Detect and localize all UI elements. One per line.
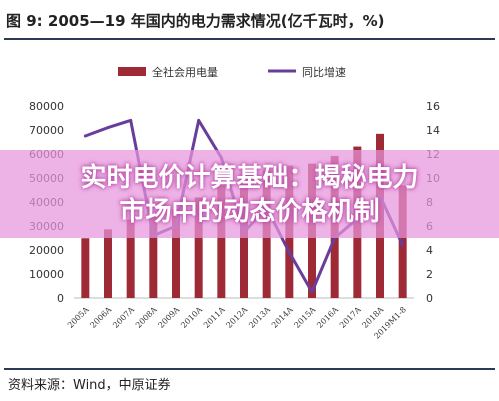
x-tick-label: 2005A [66,305,91,330]
bar [240,178,248,298]
bar [126,219,135,298]
legend-swatch-bar [118,67,146,76]
legend-label-line: 同比增速 [302,65,346,79]
x-tick-label: 2016A [315,305,340,330]
banner-line-2: 市场中的动态价格机制 [119,197,380,227]
x-axis-labels: 2005A2006A2007A2008A2009A2010A2011A2012A… [66,305,408,341]
y-right-tick-label: 16 [426,100,440,113]
y-right-tick-label: 2 [426,268,433,281]
line-point [197,118,201,122]
figure-title: 图 9: 2005—19 年国内的电力需求情况(亿千瓦时，%) [6,12,385,30]
line-point [401,243,405,247]
x-tick-label: 2009A [157,305,182,330]
x-tick-label: 2012A [225,305,250,330]
x-tick-label: 2017A [338,305,363,330]
line-point [106,126,110,130]
source-note: 资料来源：Wind，中原证券 [8,378,171,393]
x-tick-label: 2013A [247,305,272,330]
y-left-tick-label: 0 [57,292,64,305]
legend-label-bar: 全社会用电量 [152,65,218,79]
y-right-tick-label: 0 [426,292,433,305]
x-tick-label: 2015A [293,305,318,330]
y-left-tick-label: 80000 [29,100,64,113]
y-right-tick-label: 4 [426,244,433,257]
x-tick-label: 2014A [270,305,295,330]
bar [217,185,226,298]
top-rule [4,38,495,40]
x-tick-label: 2011A [202,305,227,330]
x-tick-label: 2010A [179,305,204,330]
line-point [83,134,87,138]
x-tick-label: 2006A [89,305,114,330]
bar [81,238,90,298]
y-left-tick-label: 20000 [29,244,64,257]
y-right-tick-label: 14 [426,124,440,137]
bar [172,209,180,298]
line-point [310,290,314,294]
y-left-tick-label: 70000 [29,124,64,137]
legend: 全社会用电量 同比增速 [118,65,346,79]
bar [104,229,112,298]
y-left-tick-label: 10000 [29,268,64,281]
line-point [129,118,133,122]
bar [149,215,158,298]
bar [194,197,203,298]
bottom-rule [4,368,495,370]
x-tick-label: 2008A [134,305,159,330]
banner-line-1: 实时电价计算基础：揭秘电力 [80,163,419,193]
x-tick-label: 2007A [111,305,136,330]
banner-overlay [0,150,499,238]
line-point [287,250,291,254]
